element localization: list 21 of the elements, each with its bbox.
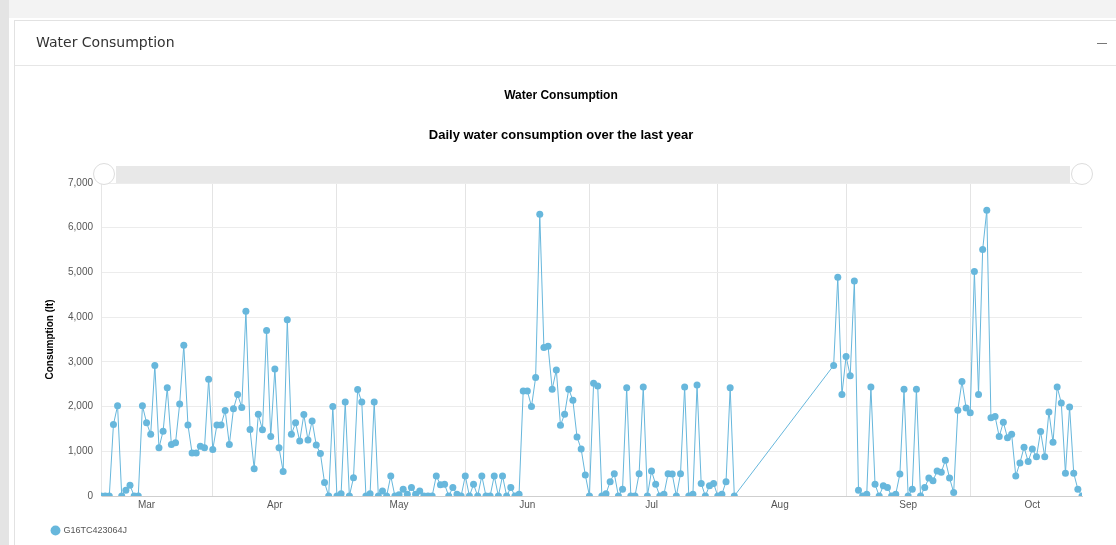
x-tick-label: Mar <box>137 498 156 510</box>
y-tick-label: 4,000 <box>67 310 94 322</box>
y-tick-label: 5,000 <box>67 266 94 278</box>
y-tick-label: 2,000 <box>67 400 94 412</box>
chart-title: Water Consumption <box>36 34 175 50</box>
chart-title: Water Consumption <box>504 87 618 102</box>
x-tick-label: Sep <box>899 498 918 510</box>
y-axis-title: Consumption (lt) <box>43 299 55 380</box>
x-tick-label: Aug <box>770 498 789 510</box>
y-tick-label: 1,000 <box>67 445 94 457</box>
y-tick-label: 6,000 <box>67 221 94 233</box>
x-tick-label: Oct <box>1024 498 1041 510</box>
y-tick-label: 7,000 <box>67 176 94 188</box>
y-tick-label: 3,000 <box>67 355 94 367</box>
x-tick-label: Apr <box>267 498 284 510</box>
chart-subtitle: Daily water consumption over the last year <box>428 126 694 142</box>
legend-label: G16TC423064J <box>63 524 128 535</box>
x-tick-label: May <box>389 498 409 510</box>
x-tick-label: Jul <box>645 498 658 510</box>
x-tick-label: Jun <box>519 498 536 510</box>
y-tick-label: 0 <box>87 489 94 501</box>
